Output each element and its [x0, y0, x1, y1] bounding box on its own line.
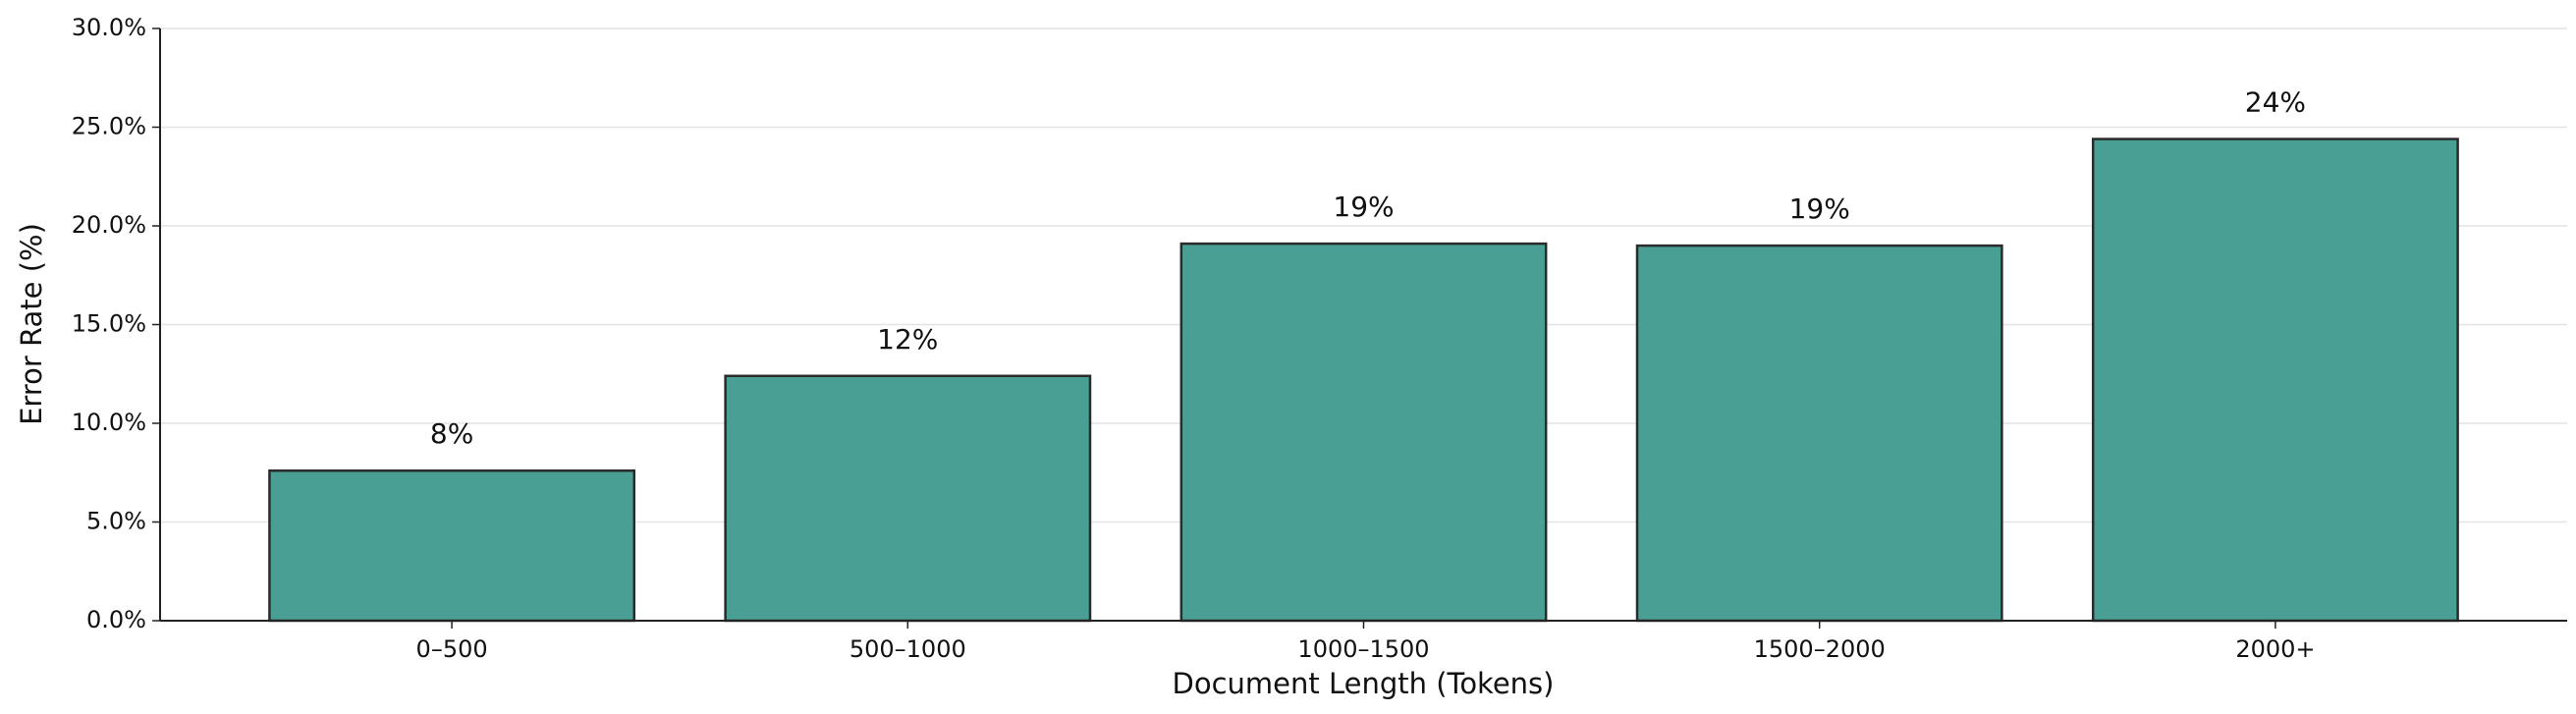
x-tick-label: 2000+ — [2235, 635, 2315, 663]
value-label: 24% — [2245, 86, 2306, 119]
bar — [724, 374, 1092, 623]
value-label: 8% — [430, 417, 473, 450]
y-tick-label: 0.0% — [86, 606, 146, 633]
y-tick-label: 30.0% — [72, 14, 146, 41]
bar — [1179, 242, 1548, 623]
x-axis-label: Document Length (Tokens) — [1173, 667, 1555, 700]
y-tick-label: 5.0% — [86, 508, 146, 535]
x-tick-label: 1000–1500 — [1297, 635, 1429, 663]
y-axis-label: Error Rate (%) — [15, 223, 48, 425]
value-label: 19% — [1333, 191, 1394, 223]
value-label: 12% — [877, 323, 938, 356]
y-tick-label: 25.0% — [72, 113, 146, 140]
x-tick-label: 500–1000 — [850, 635, 966, 663]
bar — [1635, 244, 2003, 623]
y-tick-label: 10.0% — [72, 409, 146, 436]
x-tick-label: 0–500 — [416, 635, 488, 663]
y-tick-label: 15.0% — [72, 310, 146, 338]
value-label: 19% — [1789, 192, 1850, 225]
x-tick-label: 1500–2000 — [1754, 635, 1886, 663]
bar — [2091, 137, 2459, 623]
y-tick-label: 20.0% — [72, 211, 146, 239]
bar — [268, 468, 636, 623]
